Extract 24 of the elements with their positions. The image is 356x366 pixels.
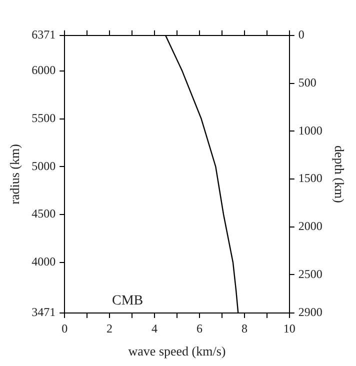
y-tick-label: 6371 bbox=[32, 28, 56, 42]
y-tick-label: 5000 bbox=[32, 158, 56, 173]
annotation: CMB bbox=[112, 294, 144, 309]
x-tick-label: 8 bbox=[241, 321, 248, 336]
x-tick-label: 0 bbox=[62, 321, 68, 336]
y-tick-label: 4000 bbox=[32, 254, 56, 269]
y2-tick-label: 2900 bbox=[298, 305, 322, 320]
y-tick-label: 6000 bbox=[32, 63, 56, 78]
y-axis-title: radius (km) bbox=[7, 144, 22, 204]
x-axis-title: wave speed (km/s) bbox=[128, 344, 226, 359]
y2-tick-label: 1500 bbox=[298, 171, 322, 186]
y2-tick-label: 500 bbox=[298, 75, 316, 90]
y2-tick-label: 2500 bbox=[298, 266, 322, 281]
x-tick-label: 10 bbox=[283, 321, 296, 336]
y-tick-label: 5500 bbox=[32, 110, 56, 125]
y-tick-label: 4500 bbox=[32, 206, 56, 221]
y2-axis-title: depth (km) bbox=[332, 145, 347, 203]
x-tick-label: 6 bbox=[196, 321, 202, 336]
y-tick-label: 3471 bbox=[32, 305, 56, 320]
y2-tick-label: 1000 bbox=[298, 123, 322, 138]
x-tick-label: 4 bbox=[152, 321, 158, 336]
x-tick-label: 2 bbox=[106, 321, 113, 336]
y2-tick-label: 2000 bbox=[298, 219, 322, 234]
y2-tick-label: 0 bbox=[298, 28, 304, 42]
